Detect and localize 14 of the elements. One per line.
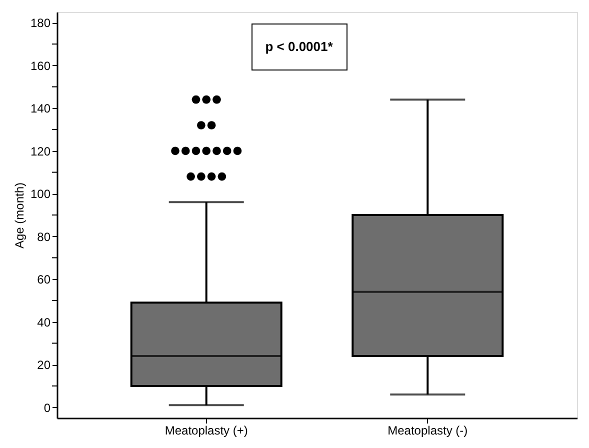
x-tick-label: Meatoplasty (+): [164, 424, 248, 438]
y-tick-label: 20: [37, 358, 51, 372]
y-tick-label: 140: [30, 102, 51, 116]
y-tick-label: 120: [30, 144, 51, 158]
y-tick-label: 80: [37, 230, 51, 244]
y-tick-label: 100: [30, 187, 51, 202]
annotation: p < 0.0001*: [265, 39, 334, 54]
y-tick-label: 180: [30, 16, 51, 30]
y-tick-label: 0: [44, 400, 51, 415]
x-tick-label: Meatoplasty (-): [388, 424, 468, 438]
y-tick-label: 40: [37, 315, 51, 330]
y-tick-label: 60: [37, 272, 51, 287]
y-tick-label: 160: [30, 58, 51, 73]
y-axis-title: Age (month): [12, 182, 26, 249]
